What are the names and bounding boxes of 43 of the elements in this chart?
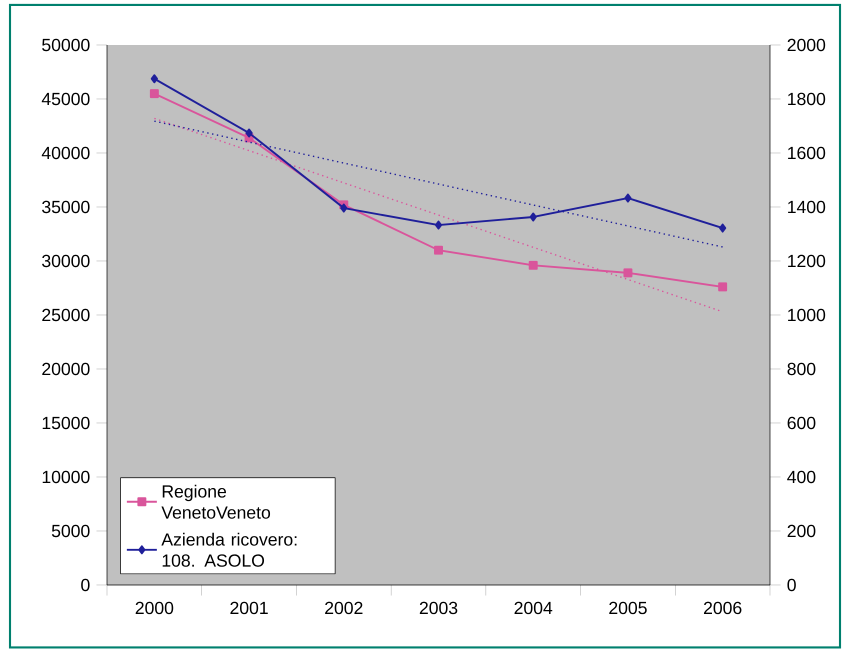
x-tick-label: 2003 — [420, 602, 458, 614]
x-tick-label: 2005 — [609, 602, 647, 614]
y-tick-label: 50000 — [42, 38, 90, 52]
point — [718, 282, 728, 292]
point — [434, 220, 442, 230]
y-tick-label: 5000 — [52, 524, 90, 538]
y-tick-label: 10000 — [42, 470, 90, 484]
x-tick-label: 2001 — [230, 602, 268, 614]
y-tick-label: 25000 — [42, 308, 90, 322]
point — [434, 246, 443, 255]
y-tick-label: 40000 — [42, 146, 90, 160]
x-tick-label: 2000 — [136, 602, 174, 614]
point — [528, 260, 538, 270]
y-tick-label: 15000 — [42, 416, 90, 430]
y-tick-label: 30000 — [42, 254, 90, 268]
y2-tick-label: 800 — [788, 362, 816, 376]
point — [624, 194, 632, 203]
point — [530, 212, 537, 222]
point — [719, 224, 726, 233]
y2-tick-label: 1600 — [788, 146, 826, 160]
point — [245, 128, 253, 138]
y-tick-label: 45000 — [42, 92, 90, 106]
y-tick-label: 0 — [81, 578, 90, 592]
x-tick-label: 2004 — [514, 602, 552, 614]
y-tick-label: 35000 — [42, 200, 90, 214]
legend-label: Regione VenetoVeneto — [161, 484, 270, 519]
y2-tick-label: 400 — [787, 470, 816, 484]
y2-tick-label: 1000 — [788, 308, 826, 322]
point — [623, 268, 632, 278]
point — [150, 74, 158, 84]
x-tick-label: 2006 — [704, 602, 742, 614]
point — [150, 89, 159, 98]
x-tick-label: 2002 — [325, 602, 362, 614]
y-tick-label: 20000 — [42, 362, 90, 376]
y2-tick-label: 2000 — [788, 38, 826, 52]
y2-tick-label: 600 — [788, 416, 816, 430]
y2-tick-label: 1200 — [788, 254, 826, 268]
y2-tick-label: 1800 — [788, 92, 826, 106]
y2-tick-label: 0 — [787, 578, 796, 592]
point — [340, 204, 348, 213]
legend-label: Azienda ricovero: 108. ASOLO — [161, 532, 296, 567]
y2-tick-label: 200 — [788, 524, 816, 538]
y2-tick-label: 1400 — [788, 200, 826, 214]
